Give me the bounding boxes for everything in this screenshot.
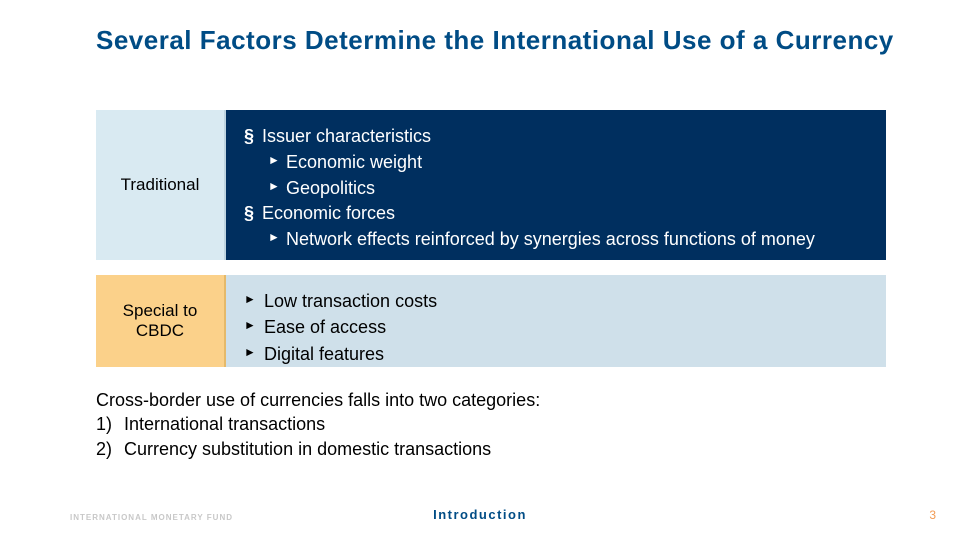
categories-intro: Cross-border use of currencies falls int… xyxy=(96,388,886,412)
sub-bullet-text: Economic weight xyxy=(286,150,422,174)
bullet-icon: § xyxy=(244,201,262,225)
bullet-text: Issuer characteristics xyxy=(262,124,431,148)
bullet-text: Economic forces xyxy=(262,201,395,225)
box-traditional-content: §Issuer characteristics►Economic weight►… xyxy=(226,110,886,260)
bullet-icon: § xyxy=(244,124,262,148)
triangle-icon: ► xyxy=(268,150,286,170)
category-number: 1) xyxy=(96,412,124,436)
sub-bullet-text: Network effects reinforced by synergies … xyxy=(286,227,815,251)
sub-bullet-item: ►Digital features xyxy=(244,342,868,366)
sub-bullet-item: ►Low transaction costs xyxy=(244,289,868,313)
slide: Several Factors Determine the Internatio… xyxy=(0,0,960,540)
triangle-icon: ► xyxy=(244,289,264,309)
sub-bullet-text: Ease of access xyxy=(264,315,386,339)
sub-bullet-text: Digital features xyxy=(264,342,384,366)
sub-bullet-item: ►Ease of access xyxy=(244,315,868,339)
slide-title: Several Factors Determine the Internatio… xyxy=(96,26,896,56)
category-number: 2) xyxy=(96,437,124,461)
triangle-icon: ► xyxy=(244,315,264,335)
sub-bullet-item: ►Economic weight xyxy=(244,150,868,174)
box-traditional: Traditional §Issuer characteristics►Econ… xyxy=(96,110,886,260)
category-item: 2)Currency substitution in domestic tran… xyxy=(96,437,886,461)
box-cbdc-label: Special to CBDC xyxy=(96,275,226,367)
category-text: Currency substitution in domestic transa… xyxy=(124,437,491,461)
sub-bullet-item: ►Network effects reinforced by synergies… xyxy=(244,227,868,251)
triangle-icon: ► xyxy=(268,227,286,247)
bullet-item: §Issuer characteristics xyxy=(244,124,868,148)
footer-section: Introduction xyxy=(0,507,960,522)
page-number: 3 xyxy=(929,508,936,522)
categories-block: Cross-border use of currencies falls int… xyxy=(96,388,886,461)
box-traditional-label: Traditional xyxy=(96,110,226,260)
triangle-icon: ► xyxy=(268,176,286,196)
category-text: International transactions xyxy=(124,412,325,436)
category-item: 1)International transactions xyxy=(96,412,886,436)
sub-bullet-text: Low transaction costs xyxy=(264,289,437,313)
triangle-icon: ► xyxy=(244,342,264,362)
sub-bullet-item: ►Geopolitics xyxy=(244,176,868,200)
sub-bullet-text: Geopolitics xyxy=(286,176,375,200)
box-cbdc-content: ►Low transaction costs►Ease of access►Di… xyxy=(226,275,886,367)
box-cbdc: Special to CBDC ►Low transaction costs►E… xyxy=(96,275,886,367)
bullet-item: §Economic forces xyxy=(244,201,868,225)
